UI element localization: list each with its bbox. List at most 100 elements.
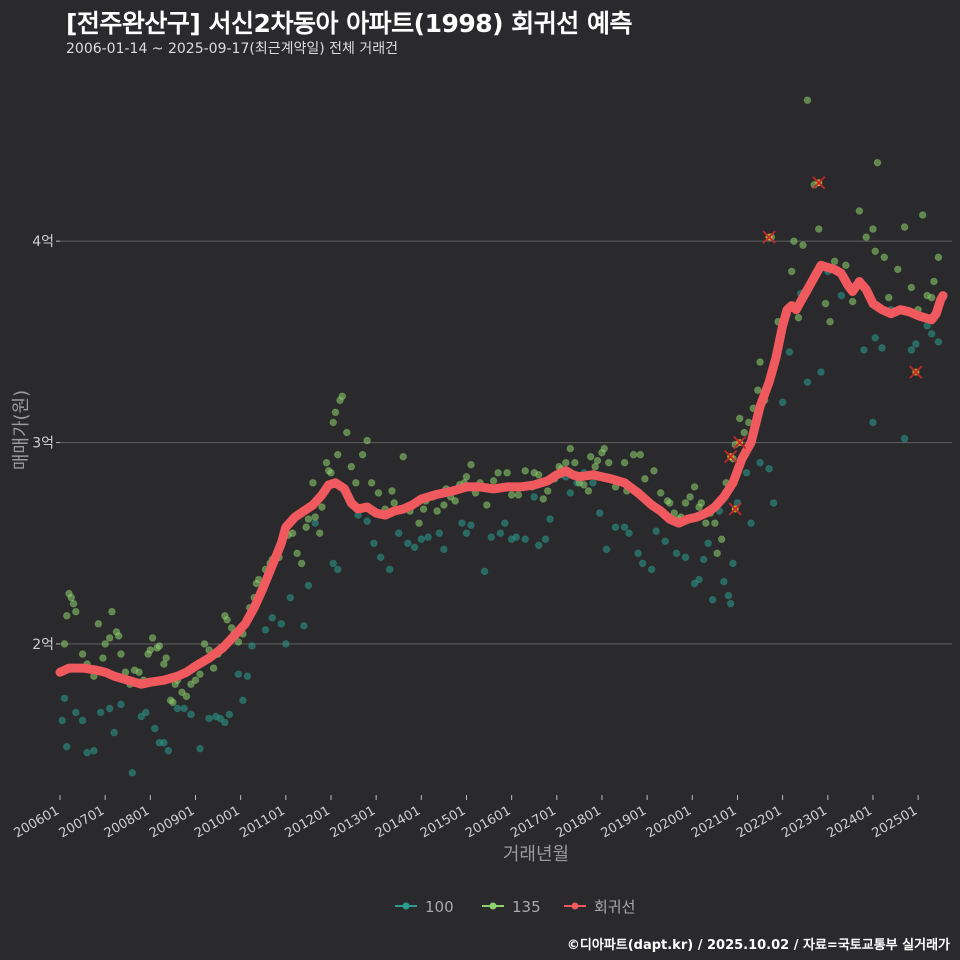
point-100 bbox=[785, 348, 794, 356]
point-135 bbox=[322, 458, 331, 467]
point-100 bbox=[724, 591, 733, 600]
point-100 bbox=[638, 559, 647, 568]
point-100 bbox=[164, 746, 173, 755]
x-tick-label: 201601 bbox=[463, 803, 513, 841]
point-135 bbox=[821, 299, 830, 308]
point-100 bbox=[878, 344, 886, 352]
point-135 bbox=[826, 317, 834, 326]
point-100 bbox=[282, 640, 290, 648]
point-100 bbox=[729, 559, 737, 568]
point-100 bbox=[286, 593, 295, 602]
point-100 bbox=[869, 418, 877, 427]
point-100 bbox=[496, 529, 505, 537]
point-100 bbox=[566, 489, 575, 497]
point-100 bbox=[78, 716, 87, 725]
point-135 bbox=[514, 491, 523, 499]
point-100 bbox=[90, 746, 98, 755]
point-100 bbox=[277, 620, 286, 628]
point-135 bbox=[656, 489, 665, 497]
point-135 bbox=[790, 237, 798, 245]
point-135 bbox=[162, 654, 170, 662]
point-135 bbox=[367, 479, 376, 487]
point-135 bbox=[873, 158, 882, 167]
outlier-marker bbox=[724, 450, 738, 464]
point-135 bbox=[62, 611, 71, 620]
y-axis-title: 매매가(원) bbox=[11, 390, 32, 470]
point-135 bbox=[571, 458, 579, 467]
point-135 bbox=[196, 670, 204, 678]
point-135 bbox=[374, 489, 383, 497]
point-100 bbox=[803, 378, 812, 386]
point-135 bbox=[862, 233, 870, 241]
point-100 bbox=[871, 334, 880, 342]
point-100 bbox=[60, 694, 69, 703]
point-135 bbox=[814, 225, 823, 233]
point-135 bbox=[636, 450, 645, 459]
point-100 bbox=[458, 519, 466, 527]
point-100 bbox=[142, 708, 150, 717]
point-135 bbox=[794, 313, 803, 322]
point-100 bbox=[695, 575, 703, 584]
point-135 bbox=[934, 253, 943, 262]
point-100 bbox=[708, 595, 717, 604]
point-100 bbox=[117, 700, 125, 709]
point-100 bbox=[530, 493, 539, 501]
x-axis-title: 거래년월 bbox=[503, 844, 569, 865]
point-100 bbox=[128, 769, 137, 777]
point-135 bbox=[690, 483, 699, 491]
point-135 bbox=[681, 499, 690, 507]
x-tick-label: 202501 bbox=[870, 803, 920, 841]
point-135 bbox=[593, 456, 602, 465]
point-135 bbox=[686, 493, 694, 501]
legend-swatch-dot bbox=[489, 902, 497, 910]
point-100 bbox=[151, 724, 159, 733]
x-tick-label: 201301 bbox=[328, 803, 378, 841]
point-100 bbox=[435, 529, 444, 537]
point-100 bbox=[661, 537, 670, 546]
point-100 bbox=[620, 523, 629, 531]
point-100 bbox=[300, 622, 308, 630]
point-135 bbox=[503, 468, 511, 477]
point-135 bbox=[787, 267, 796, 276]
point-100 bbox=[704, 539, 712, 548]
point-135 bbox=[227, 624, 236, 632]
point-100 bbox=[137, 712, 146, 721]
point-100 bbox=[611, 523, 620, 531]
point-100 bbox=[912, 340, 920, 348]
legend-item-100: 100 bbox=[395, 898, 454, 916]
point-135 bbox=[855, 207, 864, 215]
point-100 bbox=[647, 565, 656, 574]
point-135 bbox=[67, 593, 76, 602]
point-100 bbox=[187, 710, 195, 719]
point-135 bbox=[101, 640, 109, 648]
point-100 bbox=[860, 346, 868, 354]
point-135 bbox=[94, 620, 103, 628]
point-135 bbox=[740, 428, 749, 437]
outlier-layer bbox=[724, 176, 923, 516]
x-tick-label: 200701 bbox=[57, 803, 107, 841]
point-100 bbox=[900, 434, 909, 443]
x-tick-label: 201001 bbox=[192, 803, 242, 841]
point-135 bbox=[483, 501, 491, 509]
point-100 bbox=[205, 714, 213, 723]
point-135 bbox=[187, 680, 195, 689]
point-100 bbox=[595, 509, 604, 517]
point-100 bbox=[907, 346, 916, 354]
point-100 bbox=[196, 744, 204, 753]
point-135 bbox=[799, 241, 807, 250]
x-tick-label: 202101 bbox=[689, 803, 739, 841]
point-135 bbox=[311, 513, 319, 521]
legend-swatch-dot bbox=[571, 902, 579, 910]
point-100 bbox=[304, 581, 313, 590]
point-100 bbox=[720, 577, 728, 586]
point-135 bbox=[419, 505, 428, 513]
legend-item-reg: 회귀선 bbox=[564, 898, 635, 916]
point-135 bbox=[534, 470, 543, 479]
point-135 bbox=[297, 559, 306, 568]
point-100 bbox=[248, 642, 256, 650]
point-135 bbox=[390, 499, 399, 507]
point-135 bbox=[440, 501, 448, 509]
point-135 bbox=[304, 515, 313, 523]
point-100 bbox=[62, 742, 71, 751]
point-100 bbox=[699, 555, 708, 564]
